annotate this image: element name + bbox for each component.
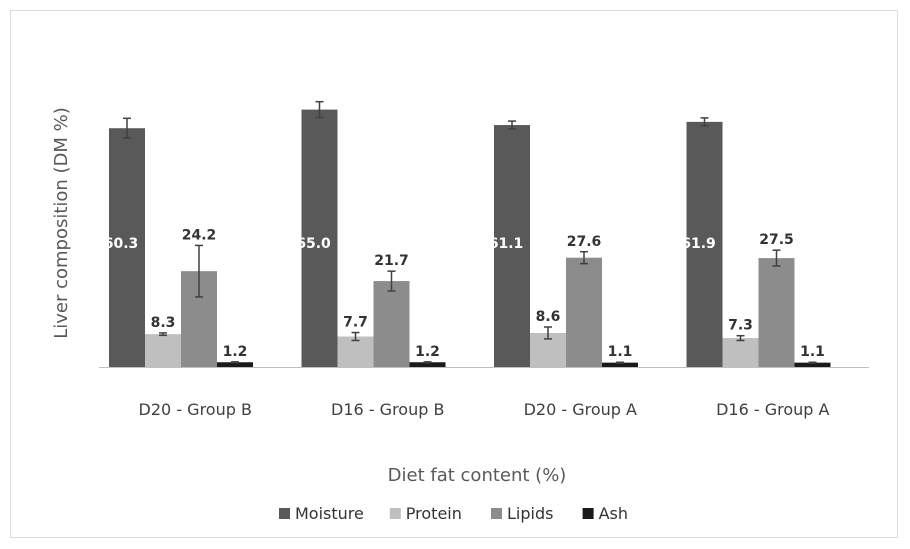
x-tick-label-3: D20 - Group A bbox=[524, 400, 637, 419]
legend-label-protein: Protein bbox=[406, 504, 462, 523]
error-bar-protein-3 bbox=[544, 326, 552, 340]
data-label-protein-1: 8.3 bbox=[151, 315, 176, 331]
error-bar-protein-4 bbox=[736, 334, 745, 342]
data-label-ash-2: 1.2 bbox=[415, 344, 440, 360]
data-label-ash-1: 1.2 bbox=[223, 344, 248, 360]
data-label-lipids-1: 24.2 bbox=[182, 227, 217, 243]
data-label-protein-2: 7.7 bbox=[343, 315, 368, 331]
data-label-moisture-1: 60.3 bbox=[104, 236, 139, 252]
data-label-protein-3: 8.6 bbox=[536, 309, 561, 325]
bar-moisture-4 bbox=[686, 121, 723, 367]
error-bar-ash-4 bbox=[808, 361, 817, 364]
error-bar-lipids-2 bbox=[387, 270, 396, 292]
error-bar-lipids-1 bbox=[195, 244, 203, 298]
bar-ash-4 bbox=[794, 362, 831, 367]
bar-moisture-3 bbox=[494, 125, 530, 367]
error-bar-moisture-1 bbox=[123, 117, 131, 139]
data-label-lipids-2: 21.7 bbox=[374, 253, 409, 269]
legend-item-protein: Protein bbox=[389, 504, 462, 523]
bar-moisture-2 bbox=[301, 109, 338, 367]
legend-swatch-protein bbox=[389, 508, 401, 519]
legend-label-ash: Ash bbox=[599, 504, 628, 523]
error-bar-protein-1 bbox=[159, 332, 167, 337]
error-bars-layer bbox=[123, 100, 817, 364]
legend: Moisture Protein Lipids Ash bbox=[279, 504, 628, 523]
x-tick-label-1: D20 - Group B bbox=[139, 400, 252, 419]
x-tick-labels: D20 - Group B D16 - Group B D20 - Group A D… bbox=[139, 400, 830, 419]
error-bar-moisture-4 bbox=[700, 117, 709, 127]
legend-item-lipids: Lipids bbox=[491, 504, 553, 523]
x-tick-label-4: D16 - Group A bbox=[716, 400, 829, 419]
bar-chart: 60.3 8.3 24.2 1.2 65.0 7.7 21.7 1.2 61.1 8.6 27.6 1… bbox=[51, 100, 869, 523]
y-axis-title: Liver composition (DM %) bbox=[51, 107, 72, 339]
bar-protein-4 bbox=[722, 338, 759, 367]
data-label-moisture-2: 65.0 bbox=[296, 236, 331, 252]
data-label-protein-4: 7.3 bbox=[728, 318, 753, 334]
bar-lipids-4 bbox=[758, 258, 795, 367]
data-label-ash-3: 1.1 bbox=[608, 344, 633, 360]
data-label-ash-4: 1.1 bbox=[800, 344, 825, 360]
bars-layer bbox=[109, 109, 831, 367]
error-bar-ash-2 bbox=[423, 361, 432, 364]
legend-item-moisture: Moisture bbox=[279, 504, 364, 523]
error-bar-ash-1 bbox=[231, 361, 239, 364]
bar-protein-1 bbox=[145, 334, 181, 367]
bar-lipids-3 bbox=[566, 257, 602, 367]
x-tick-label-2: D16 - Group B bbox=[331, 400, 444, 419]
legend-swatch-moisture bbox=[279, 508, 290, 519]
error-bar-protein-2 bbox=[351, 331, 360, 342]
data-label-moisture-4: 61.9 bbox=[681, 236, 716, 252]
legend-swatch-ash bbox=[582, 508, 594, 519]
error-bar-moisture-3 bbox=[508, 120, 516, 130]
legend-swatch-lipids bbox=[491, 508, 502, 519]
bar-moisture-1 bbox=[109, 128, 145, 367]
legend-item-ash: Ash bbox=[582, 504, 628, 523]
chart-frame: 60.3 8.3 24.2 1.2 65.0 7.7 21.7 1.2 61.1 8.6 27.6 1… bbox=[10, 10, 898, 538]
bar-ash-3 bbox=[602, 362, 638, 367]
error-bar-moisture-2 bbox=[315, 100, 324, 119]
bar-protein-2 bbox=[337, 336, 374, 367]
bar-lipids-2 bbox=[373, 281, 410, 367]
data-label-lipids-3: 27.6 bbox=[567, 234, 602, 250]
error-bar-lipids-4 bbox=[772, 249, 781, 267]
data-labels-layer: 60.3 8.3 24.2 1.2 65.0 7.7 21.7 1.2 61.1 8.6 27.6 1… bbox=[104, 227, 825, 360]
error-bar-lipids-3 bbox=[580, 251, 588, 265]
data-label-lipids-4: 27.5 bbox=[759, 232, 794, 248]
legend-label-moisture: Moisture bbox=[295, 504, 364, 523]
error-bar-ash-3 bbox=[616, 361, 624, 364]
data-label-moisture-3: 61.1 bbox=[489, 236, 524, 252]
x-axis-title: Diet fat content (%) bbox=[388, 465, 567, 486]
bar-ash-2 bbox=[409, 362, 446, 367]
legend-label-lipids: Lipids bbox=[507, 504, 553, 523]
bar-ash-1 bbox=[217, 362, 253, 367]
